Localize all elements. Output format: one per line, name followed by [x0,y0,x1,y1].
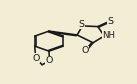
Text: O: O [82,46,89,55]
Text: O: O [46,56,53,65]
Text: S: S [108,17,114,26]
Text: S: S [78,20,84,29]
Text: NH: NH [102,31,115,40]
Text: O: O [32,54,39,63]
